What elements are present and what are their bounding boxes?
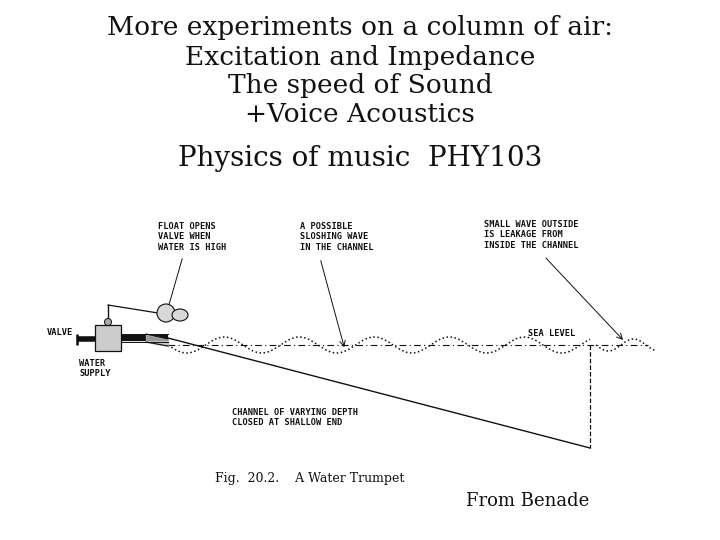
Text: +Voice Acoustics: +Voice Acoustics (245, 103, 475, 127)
Text: Physics of music  PHY103: Physics of music PHY103 (178, 145, 542, 172)
Text: WATER
SUPPLY: WATER SUPPLY (79, 359, 110, 379)
Text: From Benade: From Benade (466, 492, 589, 510)
Text: Fig.  20.2.    A Water Trumpet: Fig. 20.2. A Water Trumpet (215, 472, 405, 485)
Text: CHANNEL OF VARYING DEPTH
CLOSED AT SHALLOW END: CHANNEL OF VARYING DEPTH CLOSED AT SHALL… (232, 408, 358, 427)
Text: FLOAT OPENS
VALVE WHEN
WATER IS HIGH: FLOAT OPENS VALVE WHEN WATER IS HIGH (158, 222, 226, 252)
Text: SMALL WAVE OUTSIDE
IS LEAKAGE FROM
INSIDE THE CHANNEL: SMALL WAVE OUTSIDE IS LEAKAGE FROM INSID… (484, 220, 578, 250)
Bar (95, 325, 121, 351)
Circle shape (104, 319, 112, 326)
Text: SEA LEVEL: SEA LEVEL (528, 329, 575, 338)
Circle shape (157, 304, 175, 322)
Text: VALVE: VALVE (47, 328, 73, 338)
Text: Excitation and Impedance: Excitation and Impedance (185, 44, 535, 70)
Text: More experiments on a column of air:: More experiments on a column of air: (107, 16, 613, 40)
Text: A POSSIBLE
SLOSHING WAVE
IN THE CHANNEL: A POSSIBLE SLOSHING WAVE IN THE CHANNEL (300, 222, 374, 252)
Text: The speed of Sound: The speed of Sound (228, 73, 492, 98)
Ellipse shape (172, 309, 188, 321)
